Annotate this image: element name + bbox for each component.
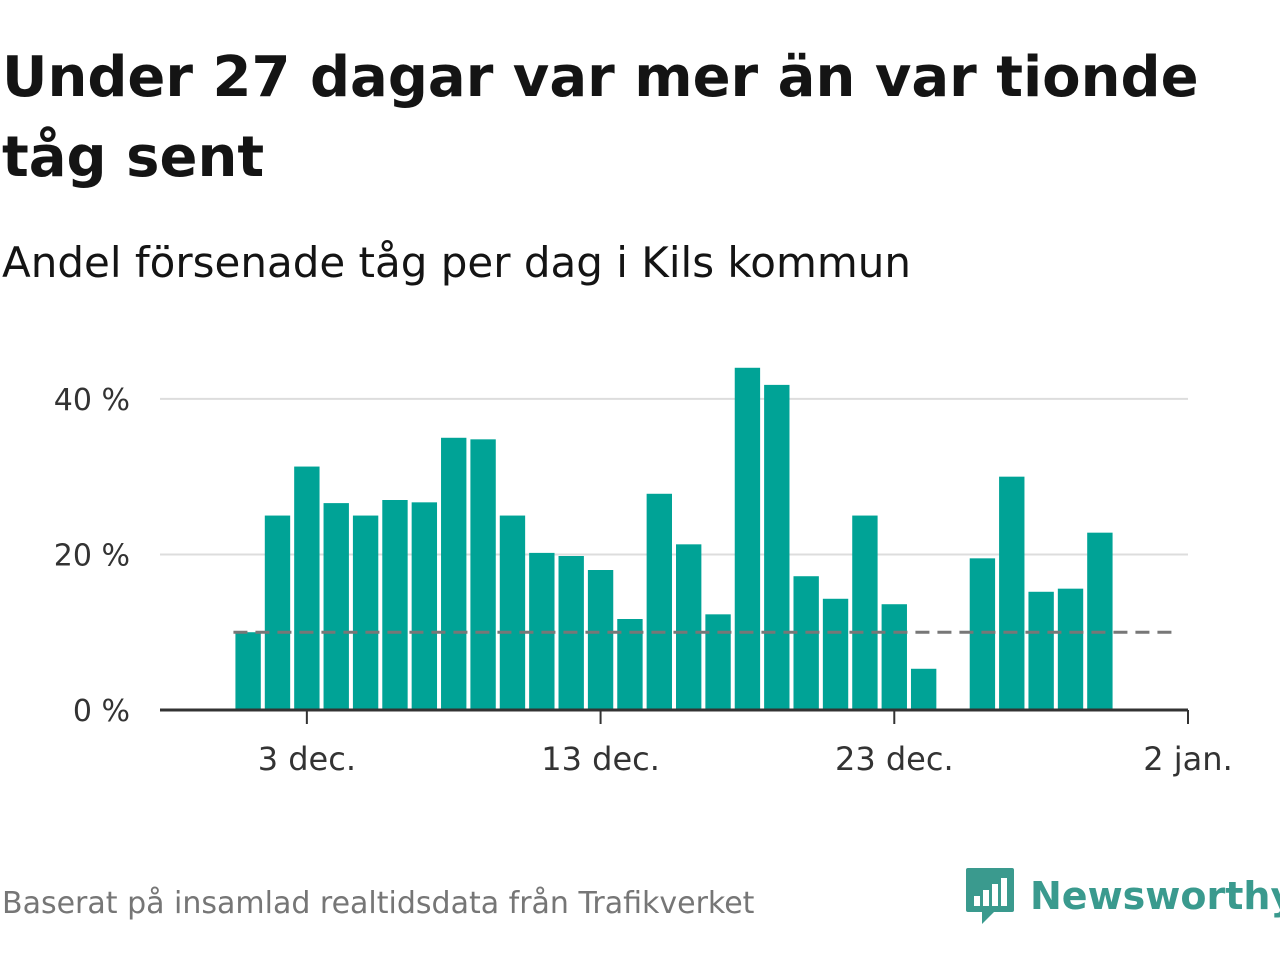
bar: [881, 604, 907, 710]
bar-series: [235, 367, 1113, 710]
brand-logo: Newsworthy: [964, 864, 1280, 928]
bar: [676, 544, 702, 710]
bar: [617, 619, 643, 710]
chart-subtitle: Andel försenade tåg per dag i Kils kommu…: [2, 238, 912, 287]
bar: [441, 437, 467, 710]
bar: [235, 632, 261, 710]
chart-title: Under 27 dagar var mer än var tionde tåg…: [2, 45, 1199, 190]
y-tick-label: 40 %: [54, 383, 130, 418]
bar: [852, 515, 878, 710]
bar: [734, 367, 761, 710]
bar: [264, 515, 291, 710]
bar: [910, 668, 937, 710]
x-tick-label: 3 dec.: [258, 740, 356, 778]
bar: [294, 466, 320, 710]
y-tick-label: 20 %: [54, 538, 130, 573]
bar: [822, 598, 849, 710]
bar: [1087, 532, 1113, 710]
bar: [969, 558, 996, 710]
bar: [999, 476, 1025, 710]
x-tick-label: 13 dec.: [541, 740, 660, 778]
source-note: Baserat på insamlad realtidsdata från Tr…: [2, 886, 755, 921]
bar: [705, 614, 731, 710]
x-tick-label: 23 dec.: [835, 740, 954, 778]
bar: [499, 515, 526, 710]
y-tick-label: 0 %: [73, 694, 130, 729]
bar: [470, 439, 496, 710]
bar: [411, 502, 438, 710]
newsworthy-logo-icon: [966, 868, 1014, 924]
bar: [793, 576, 819, 710]
bar: [382, 500, 408, 710]
bar: [1057, 588, 1084, 710]
bar: [323, 503, 349, 710]
bar: [1028, 591, 1054, 710]
bar: [587, 570, 614, 710]
bar: [646, 493, 672, 710]
bar: [764, 384, 790, 710]
axes: 0 % 20 % 40 % 3 dec. 13 dec. 23 dec. 2 jan.: [54, 383, 1233, 778]
brand-name: Newsworthy: [1030, 874, 1280, 918]
x-tick-label: 2 jan.: [1143, 740, 1232, 778]
bar: [352, 515, 379, 710]
